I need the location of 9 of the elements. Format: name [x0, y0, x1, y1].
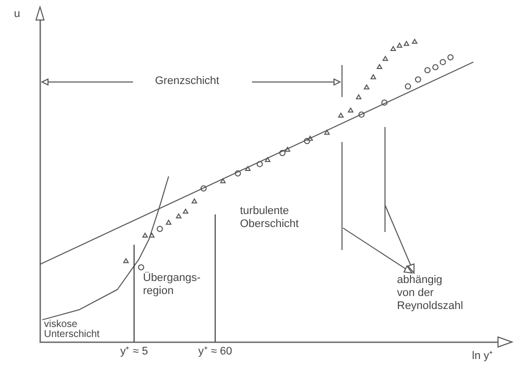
annotation: Grenzschicht	[153, 75, 222, 88]
annotation: turbulente Oberschicht	[240, 205, 299, 231]
annotation: Übergangs- region	[143, 272, 200, 298]
annotation: viskose Unterschicht	[44, 319, 100, 340]
x-axis-title: ln y⁺	[472, 350, 494, 363]
x-tick-label: y⁺ ≈ 5	[120, 346, 148, 358]
annotation: abhängig von der Reynoldszahl	[397, 274, 464, 313]
x-tick-label: y⁺ ≈ 60	[198, 346, 232, 358]
y-axis-title: u	[14, 8, 20, 21]
